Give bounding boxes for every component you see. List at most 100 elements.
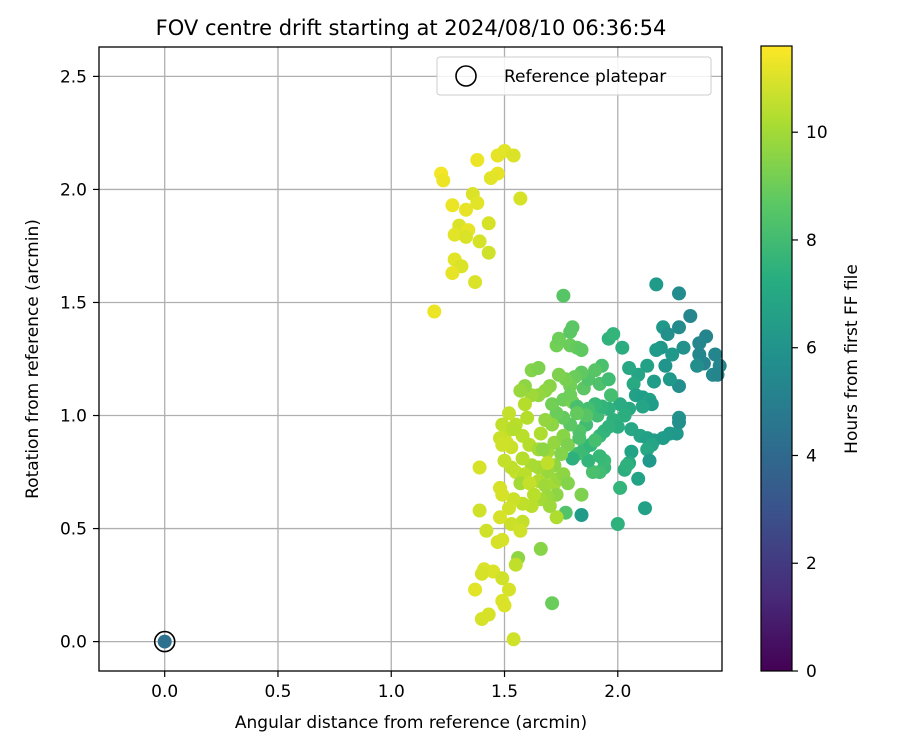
chart-title: FOV centre drift starting at 2024/08/10 …	[156, 16, 667, 40]
x-axis-ticks: 0.0 0.5 1.0 1.5 2.0	[151, 671, 631, 702]
data-point	[690, 358, 705, 373]
data-point	[533, 426, 548, 441]
colorbar-tick-label: 0	[806, 662, 817, 682]
data-point	[468, 275, 483, 290]
data-point	[445, 266, 460, 281]
data-point	[506, 148, 521, 163]
data-point	[470, 196, 485, 210]
data-point	[490, 535, 505, 550]
data-point	[445, 198, 460, 213]
data-point	[479, 523, 494, 538]
data-point	[502, 582, 516, 597]
data-point	[459, 202, 473, 217]
reference-ring	[153, 630, 176, 653]
data-point	[588, 433, 603, 448]
data-point	[472, 503, 487, 518]
y-tick-label: 2.0	[60, 180, 87, 200]
x-axis-label: Angular distance from reference (arcmin)	[235, 713, 587, 733]
data-point	[572, 431, 587, 446]
data-point	[574, 487, 589, 502]
data-point	[436, 173, 451, 188]
plot-frame	[98, 46, 723, 672]
data-point	[515, 451, 530, 466]
x-tick-label: 0.0	[151, 682, 178, 702]
x-tick-label: 2.0	[604, 682, 631, 702]
data-point	[551, 331, 566, 346]
data-point	[647, 374, 661, 389]
y-axis-ticks: 0.0 0.5 1.0 1.5 2.0 2.5	[60, 67, 99, 653]
data-point	[610, 517, 625, 531]
data-point	[574, 343, 589, 357]
data-point	[649, 277, 664, 292]
data-point	[563, 388, 578, 403]
data-point	[517, 397, 532, 412]
data-point	[624, 444, 639, 459]
y-tick-label: 1.0	[60, 407, 87, 427]
data-point	[619, 458, 634, 473]
reference-marker	[153, 630, 176, 653]
data-point	[606, 327, 621, 342]
data-point	[522, 476, 537, 491]
data-point	[472, 460, 487, 475]
data-point	[574, 508, 589, 522]
data-point	[533, 541, 548, 556]
data-point	[560, 476, 575, 491]
x-tick-label: 1.5	[491, 682, 518, 702]
data-point	[570, 406, 584, 421]
data-point	[601, 372, 616, 387]
data-point	[604, 388, 618, 403]
data-point	[506, 632, 521, 647]
data-point	[672, 320, 686, 335]
data-point	[472, 234, 487, 249]
y-tick-label: 1.5	[60, 293, 87, 313]
colorbar-tick-label: 6	[806, 339, 817, 359]
x-tick-label: 0.5	[264, 682, 291, 702]
data-point	[692, 336, 707, 351]
colorbar: 0 2 4 6 8 10 Hours from first FF file	[760, 45, 862, 682]
data-point	[563, 324, 578, 339]
data-point	[493, 510, 507, 525]
x-tick-label: 1.0	[378, 682, 405, 702]
data-point	[538, 413, 553, 427]
data-points	[427, 144, 727, 647]
data-point	[481, 216, 496, 231]
data-point	[642, 453, 657, 468]
data-point	[542, 499, 557, 513]
data-point	[551, 367, 566, 382]
data-point	[672, 415, 686, 430]
data-point	[513, 523, 528, 538]
data-point	[495, 417, 510, 432]
data-point	[662, 372, 677, 387]
data-point	[672, 286, 686, 301]
data-point	[531, 361, 546, 375]
y-tick-label: 0.0	[60, 633, 87, 653]
data-point	[635, 399, 650, 414]
data-point	[649, 343, 664, 357]
data-point	[474, 566, 489, 581]
data-point	[601, 419, 616, 434]
data-point	[615, 340, 630, 355]
data-point	[497, 453, 512, 468]
data-point	[640, 358, 655, 373]
data-point	[483, 171, 498, 186]
colorbar-tick-label: 10	[806, 123, 828, 143]
data-point	[617, 408, 632, 423]
data-point	[545, 397, 560, 412]
data-point	[613, 397, 628, 412]
legend-entry-reference: Reference platepar	[504, 67, 666, 87]
data-point	[468, 582, 483, 597]
data-point	[502, 501, 516, 516]
data-point	[669, 426, 684, 441]
legend-marker	[455, 65, 477, 87]
data-point	[527, 487, 541, 502]
colorbar-tick-label: 4	[806, 446, 817, 466]
data-point	[613, 480, 628, 495]
data-point	[631, 471, 646, 486]
data-point	[536, 442, 550, 457]
data-point	[493, 480, 507, 495]
data-point	[470, 153, 485, 167]
data-point	[588, 363, 603, 378]
colorbar-label: Hours from first FF file	[842, 264, 862, 454]
data-point	[581, 453, 596, 468]
data-point	[513, 383, 528, 398]
